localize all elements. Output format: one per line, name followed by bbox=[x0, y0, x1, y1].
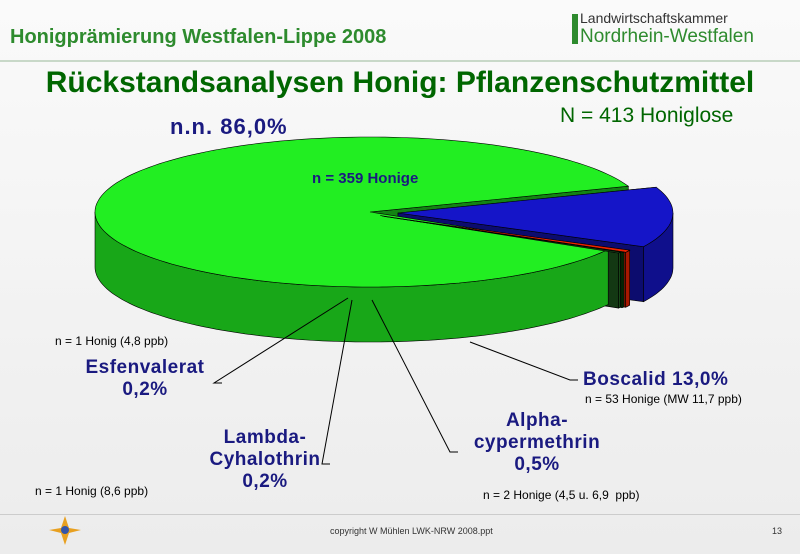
annotation: n = 359 Honige bbox=[312, 170, 419, 187]
pie-3d bbox=[94, 136, 674, 343]
label-name: Esfenvalerat bbox=[85, 357, 205, 378]
slice-label: Boscalid 13,0% bbox=[583, 369, 728, 391]
slice-label: Esfenvalerat 0,2% bbox=[60, 357, 230, 401]
annotation: n = 1 Honig (4,8 ppb) bbox=[55, 334, 169, 348]
slice-label: n.n. 86,0% bbox=[170, 114, 288, 140]
footer-logo bbox=[49, 516, 81, 545]
logo-dot bbox=[61, 526, 69, 534]
header-title: Honigprämierung Westfalen-Lippe 2008 bbox=[10, 26, 387, 48]
label-name: Lambda-Cyhalothrin bbox=[209, 427, 321, 470]
label-value: 86,0% bbox=[220, 114, 288, 139]
annotation: n = 1 Honig (8,6 ppb) bbox=[35, 484, 149, 498]
chart-title: Rückstandsanalysen Honig: Pflanzenschutz… bbox=[45, 66, 755, 99]
label-name: Alpha-cypermethrin bbox=[473, 410, 601, 453]
slice bbox=[94, 136, 630, 288]
label-value: 0,2% bbox=[242, 471, 288, 492]
label-value: 0,2% bbox=[122, 379, 168, 400]
annotation: n = 2 Honige (4,5 u. 6,9 ppb) bbox=[483, 488, 640, 502]
logo-bar bbox=[572, 14, 578, 44]
leader-line bbox=[371, 299, 458, 453]
leader-line bbox=[212, 297, 349, 384]
label-value: 0,5% bbox=[514, 454, 560, 475]
leader-line bbox=[321, 299, 353, 465]
label-name: Boscalid bbox=[583, 369, 667, 390]
logo-line: Landwirtschaftskammer bbox=[580, 10, 728, 26]
divider bbox=[0, 60, 800, 62]
slice-side bbox=[625, 249, 630, 308]
label-name: n.n. bbox=[170, 114, 214, 139]
slice-label: Alpha-cypermethrin 0,5% bbox=[462, 410, 612, 476]
logo-line: Nordrhein-Westfalen bbox=[580, 26, 754, 47]
annotation: n = 53 Honige (MW 11,7 ppb) bbox=[585, 392, 742, 406]
slice-label: Lambda-Cyhalothrin 0,2% bbox=[190, 427, 340, 493]
slice-side bbox=[618, 251, 621, 309]
slice bbox=[397, 186, 674, 248]
divider bbox=[0, 514, 800, 515]
chart-subtitle: N = 413 Honiglose bbox=[560, 104, 734, 127]
leader-line bbox=[469, 341, 578, 381]
slice bbox=[380, 215, 622, 254]
page-number: 13 bbox=[772, 526, 783, 536]
footer-copyright: copyright W Mühlen LWK-NRW 2008.ppt bbox=[330, 526, 493, 536]
slice-side bbox=[621, 251, 625, 309]
label-value: 13,0% bbox=[671, 369, 729, 390]
